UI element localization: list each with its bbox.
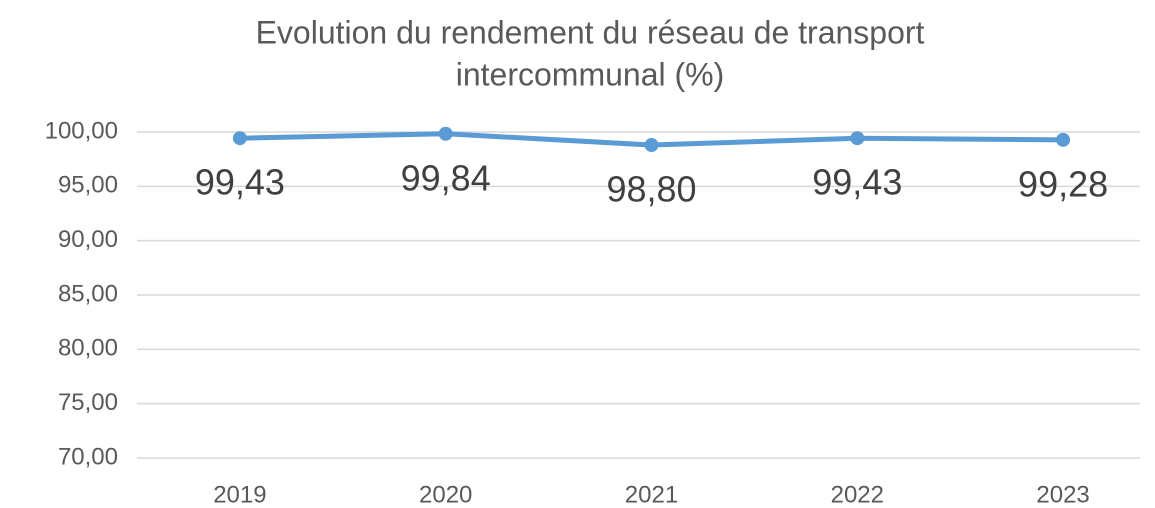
chart-title: Evolution du rendement du réseau de tran… <box>256 14 925 50</box>
data-label: 99,43 <box>195 162 285 203</box>
y-tick-label: 70,00 <box>58 443 118 470</box>
point <box>850 131 865 146</box>
data-label: 98,80 <box>606 169 696 210</box>
x-tick-label: 2019 <box>213 481 266 508</box>
y-tick-label: 75,00 <box>58 389 118 416</box>
x-tick-label: 2023 <box>1036 481 1089 508</box>
point <box>1056 132 1071 147</box>
data-label: 99,84 <box>401 157 491 198</box>
point <box>644 138 659 153</box>
y-tick-label: 90,00 <box>58 226 118 253</box>
data-label: 99,28 <box>1018 163 1108 204</box>
point <box>232 131 247 146</box>
data-label: 99,43 <box>812 162 902 203</box>
x-tick-label: 2022 <box>831 481 884 508</box>
x-tick-label: 2021 <box>625 481 678 508</box>
y-tick-label: 100,00 <box>45 117 118 144</box>
point <box>438 126 453 141</box>
y-tick-label: 85,00 <box>58 280 118 307</box>
y-tick-label: 95,00 <box>58 172 118 199</box>
chart-title: intercommunal (%) <box>456 56 725 92</box>
x-tick-label: 2020 <box>419 481 472 508</box>
y-tick-label: 80,00 <box>58 335 118 362</box>
